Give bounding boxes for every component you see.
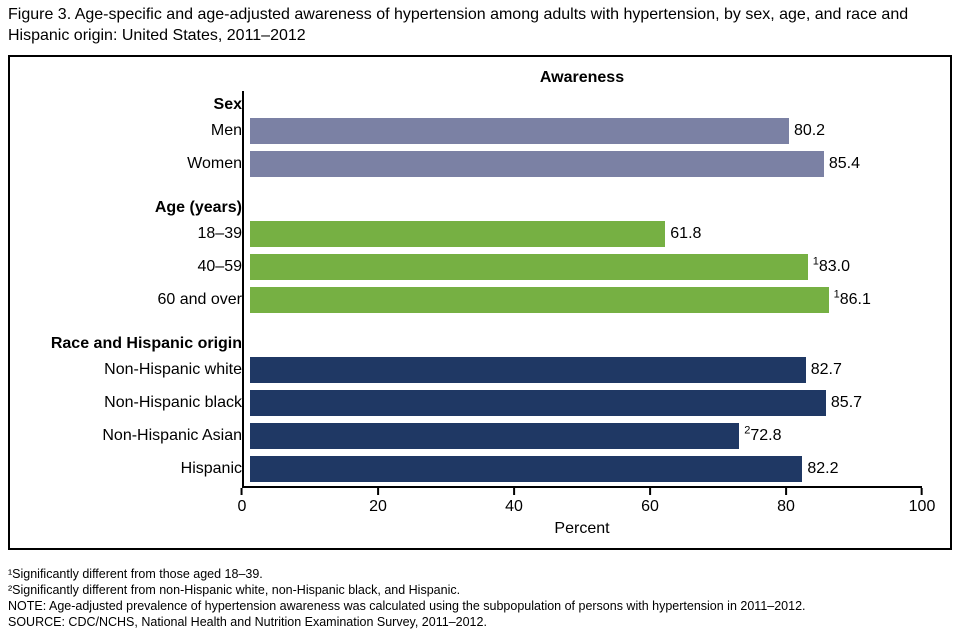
bar-row: Non-Hispanic white 82.7	[10, 354, 950, 387]
value-label: 82.7	[810, 361, 842, 379]
bar-track: 61.8	[250, 221, 922, 248]
x-tick-mark	[784, 487, 787, 495]
bar	[250, 287, 829, 314]
x-tick-mark	[512, 487, 515, 495]
bar-track: 183.0	[250, 254, 922, 281]
chart-box: Awareness Sex Men 80.2 Women 85.4 Age (years)…	[8, 54, 952, 550]
category-label: Non-Hispanic Asian	[102, 427, 242, 445]
bar-track: 82.7	[250, 357, 922, 384]
category-label: Non-Hispanic white	[104, 361, 242, 379]
category-label: 18–39	[197, 225, 243, 243]
figure-title: Figure 3. Age-specific and age-adjusted …	[8, 6, 909, 44]
footnote-note: NOTE: Age-adjusted prevalence of hyperte…	[8, 599, 806, 614]
y-axis-line	[242, 90, 244, 486]
x-tick-label: 60	[641, 497, 659, 515]
x-tick: 60	[641, 487, 659, 516]
x-tick-mark	[241, 487, 243, 495]
x-ticks: 0 20 40 60 80 100	[238, 487, 935, 518]
value-label: 61.8	[670, 225, 702, 243]
x-tick: 20	[369, 487, 387, 516]
footnote-2: ²Significantly different from non-Hispan…	[8, 582, 461, 597]
value-superscript: 2	[744, 424, 751, 437]
category-label: 40–59	[197, 258, 243, 276]
bar-row: Women 85.4	[10, 148, 950, 181]
value-superscript: 1	[812, 255, 819, 268]
bar-row: Hispanic 82.2	[10, 453, 950, 486]
value-label: 272.8	[744, 424, 782, 445]
x-tick-mark	[376, 487, 379, 495]
bar	[250, 221, 666, 248]
plot-area: Sex Men 80.2 Women 85.4 Age (years) 18–39 61.8 4…	[10, 90, 950, 486]
x-axis-line	[242, 485, 922, 488]
x-tick-label: 100	[908, 497, 936, 515]
x-tick-label: 0	[237, 497, 247, 515]
bar	[250, 456, 803, 483]
bar	[250, 423, 740, 450]
value-label: 186.1	[833, 288, 871, 309]
x-tick: 80	[777, 487, 795, 516]
bar-track: 80.2	[250, 118, 922, 145]
bar-row: Men 80.2	[10, 115, 950, 148]
category-label: Non-Hispanic black	[104, 394, 242, 412]
bar	[250, 390, 826, 417]
value-label: 85.7	[830, 394, 863, 412]
bar-row: Non-Hispanic black 85.7	[10, 387, 950, 420]
value-label: 82.2	[807, 460, 839, 478]
group-header-label: Race and Hispanic origin	[50, 335, 242, 352]
bar-track: 82.2	[250, 456, 922, 483]
bar-rows: Sex Men 80.2 Women 85.4 Age (years) 18–39 61.8 4…	[10, 91, 950, 486]
category-label: 60 and over	[157, 291, 242, 309]
value-label: 85.4	[828, 155, 861, 173]
footnote-source: SOURCE: CDC/NCHS, National Health and Nu…	[8, 615, 487, 630]
x-tick-label: 40	[505, 497, 523, 515]
footnotes: ¹Significantly different from those aged…	[8, 566, 952, 631]
group-header-row: Age (years)	[10, 194, 950, 218]
bar	[250, 357, 806, 384]
footnote-1: ¹Significantly different from those aged…	[8, 566, 263, 581]
group-header-row: Sex	[10, 91, 950, 115]
x-tick: 40	[505, 487, 523, 516]
x-tick-mark	[648, 487, 651, 495]
category-label: Men	[210, 122, 242, 140]
value-label: 183.0	[812, 255, 851, 276]
value-superscript: 1	[833, 288, 840, 301]
category-label: Women	[187, 155, 242, 173]
bar-row: 18–39 61.8	[10, 218, 950, 251]
bar-track: 186.1	[250, 287, 922, 314]
bar	[250, 151, 824, 178]
x-tick-mark	[920, 487, 923, 495]
bar-row: 40–59 183.0	[10, 251, 950, 284]
x-tick: 100	[908, 487, 936, 516]
x-tick-label: 20	[369, 497, 387, 515]
x-tick-label: 80	[777, 497, 795, 515]
bar-track: 85.4	[250, 151, 922, 178]
x-axis-title: Percent	[554, 519, 610, 537]
group-header-label: Sex	[213, 96, 242, 113]
bar	[250, 254, 808, 281]
bar-row: Non-Hispanic Asian 272.8	[10, 420, 950, 453]
x-tick: 0	[237, 487, 247, 516]
bar	[250, 118, 789, 145]
bar-row: 60 and over 186.1	[10, 284, 950, 317]
bar-track: 85.7	[250, 390, 922, 417]
category-label: Hispanic	[180, 460, 242, 478]
bar-track: 272.8	[250, 423, 922, 450]
group-header-label: Age (years)	[154, 199, 242, 216]
group-header-row: Race and Hispanic origin	[10, 330, 950, 354]
chart-heading: Awareness	[539, 68, 625, 86]
value-label: 80.2	[793, 122, 826, 140]
